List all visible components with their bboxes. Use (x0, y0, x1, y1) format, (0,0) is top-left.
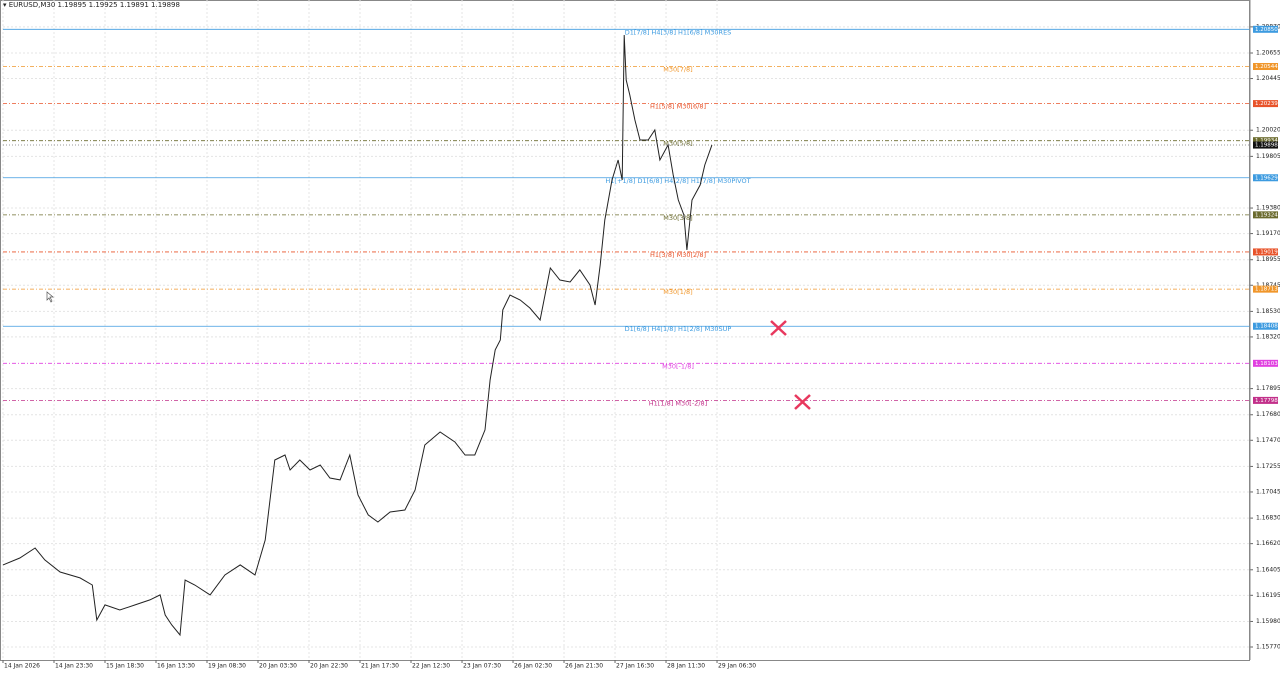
chart-title: ▾ EURUSD,M30 1.19895 1.19925 1.19891 1.1… (3, 1, 180, 9)
y-tick-label: 1.18955 (1256, 256, 1280, 263)
level-price-label: 1.20239 (1255, 101, 1278, 107)
mouse-cursor (46, 291, 54, 303)
y-tick-label: 1.16405 (1256, 566, 1280, 573)
x-tick-label: 19 Jan 08:30 (208, 663, 246, 670)
y-tick-label: 1.17470 (1256, 437, 1280, 444)
y-tick-label: 1.17045 (1256, 488, 1280, 495)
level-label: H1[3/8] M30[2/8] (650, 251, 706, 259)
level-label: H1[+1/8] D1[6/8] H4[2/8] H1[7/8] M30PIVO… (605, 177, 750, 185)
level-price-box (1253, 100, 1278, 108)
y-tick-label: 1.19170 (1256, 230, 1280, 237)
level-label: M30[5/8] (663, 140, 692, 148)
level-label: M30[3/8] (663, 214, 692, 222)
cross-marker (770, 320, 787, 336)
x-tick-label: 14 Jan 2026 (4, 663, 40, 670)
x-tick-label: 16 Jan 13:30 (157, 663, 195, 670)
level-price-box (1253, 137, 1278, 145)
x-tick-label: 23 Jan 07:30 (463, 663, 501, 670)
x-tick-label: 15 Jan 18:30 (106, 663, 144, 670)
y-tick-label: 1.17255 (1256, 463, 1280, 470)
x-tick-label: 14 Jan 23:30 (55, 663, 93, 670)
x-tick-label: 29 Jan 06:30 (718, 663, 756, 670)
y-tick-label: 1.18530 (1256, 308, 1280, 315)
level-price-box (1253, 174, 1278, 182)
level-label: M30[-1/8] (662, 362, 694, 370)
plot-frame (0, 0, 1250, 661)
level-label: D1[7/8] H4[3/8] H1[6/8] M30RES (625, 28, 732, 36)
y-tick-label: 1.20020 (1256, 127, 1280, 134)
x-tick-label: 27 Jan 16:30 (616, 663, 654, 670)
level-price-label: 1.18408 (1255, 324, 1278, 330)
y-tick-label: 1.16830 (1256, 515, 1280, 522)
x-tick-label: 26 Jan 02:30 (514, 663, 552, 670)
x-tick-label: 20 Jan 03:30 (259, 663, 297, 670)
level-price-box (1253, 396, 1278, 404)
cross-stroke (794, 394, 811, 410)
level-price-label: 1.18103 (1255, 361, 1278, 367)
y-tick-label: 1.16620 (1256, 540, 1280, 547)
level-price-box (1253, 285, 1278, 293)
y-tick-label: 1.16195 (1256, 592, 1280, 599)
x-tick-label: 22 Jan 12:30 (412, 663, 450, 670)
level-price-label: 1.17798 (1255, 398, 1278, 404)
y-tick-label: 1.17895 (1256, 385, 1280, 392)
level-price-label: 1.20544 (1255, 64, 1278, 70)
level-label: H1[5/8] M30[6/8] (650, 103, 706, 111)
level-price-box (1253, 211, 1278, 219)
y-tick-label: 1.18320 (1256, 333, 1280, 340)
price (2, 34, 713, 637)
y-tick-label: 1.19805 (1256, 153, 1280, 160)
x-tick-label: 20 Jan 22:30 (310, 663, 348, 670)
y-tick-label: 1.20655 (1256, 50, 1280, 57)
y-tick-label: 1.17680 (1256, 411, 1280, 418)
level-label: M30[7/8] (663, 66, 692, 74)
cross-stroke (770, 320, 787, 336)
level-price-box (1253, 248, 1278, 256)
y-tick-label: 1.15770 (1256, 643, 1280, 650)
x-tick-label: 26 Jan 21:30 (565, 663, 603, 670)
price-line (2, 34, 713, 637)
level-price-label: 1.20850 (1255, 27, 1278, 33)
level-price-box (1253, 359, 1278, 367)
level-label: H1[1/8] M30[-2/8] (649, 399, 707, 407)
level-price-label: 1.18713 (1255, 287, 1278, 293)
y-tick-label: 1.18745 (1256, 282, 1280, 289)
level-price-label: 1.19324 (1255, 212, 1278, 218)
last-price-box (1253, 141, 1278, 149)
y-tick-label: 1.20445 (1256, 75, 1280, 82)
level-price-label: 1.19629 (1255, 175, 1278, 181)
y-tick-label: 1.19380 (1256, 205, 1280, 212)
x-tick-label: 28 Jan 11:30 (667, 663, 705, 670)
level-price-box (1253, 63, 1278, 71)
cross-marker (794, 394, 811, 410)
y-tick-label: 1.15980 (1256, 618, 1280, 625)
level-price-label: 1.19019 (1255, 249, 1278, 255)
level-price-box (1253, 25, 1278, 33)
x-tick-label: 21 Jan 17:30 (361, 663, 399, 670)
levels: D1[7/8] H4[3/8] H1[6/8] M30RES M30[7/8] H1… (3, 28, 1250, 407)
level-price-label: 1.19934 (1255, 138, 1278, 144)
level-price-box (1253, 322, 1278, 330)
last-price-label: 1.19898 (1255, 143, 1278, 149)
level-label: M30[1/8] (663, 288, 692, 296)
level-label: D1[6/8] H4[1/8] H1[2/8] M30SUP (625, 325, 732, 333)
